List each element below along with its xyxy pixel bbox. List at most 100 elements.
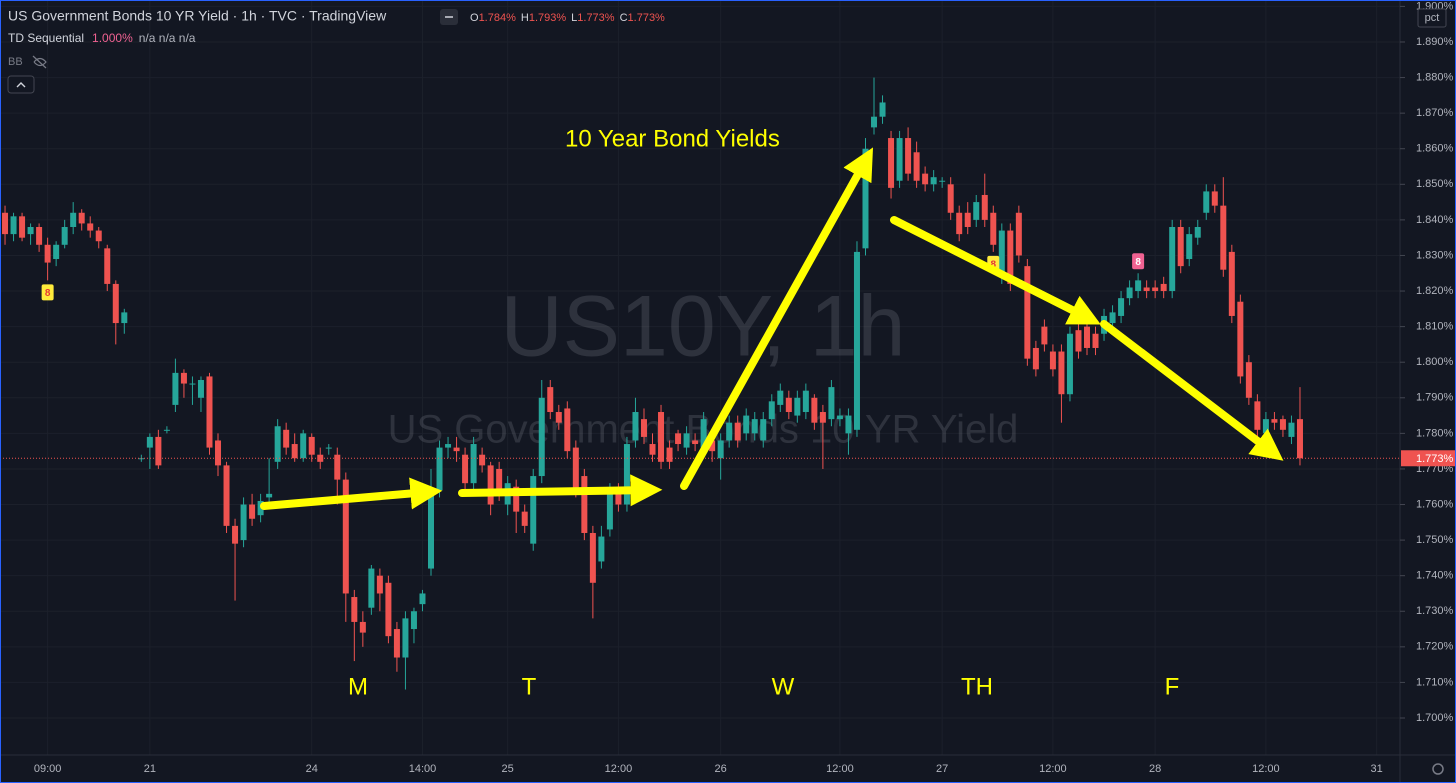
settings-icon[interactable] <box>1432 763 1444 775</box>
candle-body <box>393 629 400 658</box>
ohlc-letter: O <box>470 12 479 24</box>
candle-body <box>189 383 196 385</box>
y-tick-label: 1.710% <box>1416 676 1454 688</box>
x-tick-label: 12:00 <box>1252 763 1280 775</box>
candle-body <box>1237 301 1244 377</box>
candle-body <box>1152 287 1159 292</box>
ohlc-letter: H <box>521 12 529 24</box>
x-tick-label: 12:00 <box>1039 763 1067 775</box>
y-tick-label: 1.800% <box>1416 356 1454 368</box>
candle-body <box>1049 351 1056 370</box>
candle-body <box>615 490 622 505</box>
x-tick-label: 27 <box>936 763 948 775</box>
bb-legend: BB <box>8 56 23 68</box>
candle-body <box>172 372 179 405</box>
y-tick-label: 1.780% <box>1416 427 1454 439</box>
indicator-param: n/a n/a n/a <box>139 31 196 45</box>
candle-body <box>1015 212 1022 256</box>
candle-body <box>368 568 375 608</box>
indicator-legend: TD Sequential 1.000% n/a n/a n/a <box>8 31 196 45</box>
candle-body <box>692 440 699 445</box>
candle-body <box>385 582 392 637</box>
y-tick-label: 1.810% <box>1416 321 1454 333</box>
candle-body <box>973 202 980 220</box>
candle-body <box>453 447 460 452</box>
y-tick-label: 1.700% <box>1416 712 1454 724</box>
candle-body <box>1211 191 1218 206</box>
ohlc-value: 1.773% <box>577 12 615 24</box>
y-tick-label: 1.740% <box>1416 570 1454 582</box>
candle-body <box>768 401 775 420</box>
candle-body <box>44 244 51 263</box>
candle-body <box>598 536 605 562</box>
candle-body <box>547 387 554 413</box>
candle-body <box>376 575 383 594</box>
candle-body <box>1092 333 1099 348</box>
annotation-title: 10 Year Bond Yields <box>565 125 780 152</box>
y-tick-label: 1.760% <box>1416 498 1454 510</box>
candle-body <box>726 422 733 441</box>
td-badge <box>1132 253 1145 270</box>
candle-body <box>419 593 426 605</box>
candle-body <box>121 312 128 324</box>
candle-body <box>1228 251 1235 316</box>
indicator-param: 1.000% <box>92 31 133 45</box>
candle-body <box>104 248 111 284</box>
candle-body <box>359 621 366 633</box>
candle-body <box>2 212 9 235</box>
axes: 1.700% 1.710% 1.720% 1.730% 1.740% 1.750% 1.76… <box>34 0 1455 775</box>
candle-body <box>223 465 230 526</box>
candle-body <box>939 180 946 182</box>
y-tick-label: 1.790% <box>1416 392 1454 404</box>
day-label: F <box>1165 673 1180 700</box>
candle-body <box>266 493 273 498</box>
candle-body <box>283 429 290 448</box>
candle-body <box>913 152 920 181</box>
visibility-icon[interactable] <box>32 55 47 69</box>
candle-body <box>249 504 256 519</box>
arrow <box>890 216 1101 325</box>
candle-body <box>215 440 222 466</box>
candle-body <box>1058 351 1065 395</box>
candle-body <box>828 387 835 420</box>
day-label: TH <box>961 673 993 700</box>
td-badge <box>41 284 54 301</box>
x-tick-label: 09:00 <box>34 763 62 775</box>
candle-body <box>342 479 349 594</box>
candle-body <box>462 454 469 484</box>
candle-body <box>538 397 545 477</box>
y-tick-label: 1.880% <box>1416 71 1454 83</box>
candle-body <box>427 490 434 569</box>
candle-body <box>487 465 494 505</box>
y-tick-label: 1.720% <box>1416 641 1454 653</box>
candle-body <box>146 436 153 448</box>
candle-body <box>1262 419 1269 434</box>
candle-body <box>19 216 26 238</box>
candle-body <box>87 223 94 231</box>
candle-body <box>794 397 801 416</box>
td-label: 8 <box>991 260 997 271</box>
candle-body <box>402 618 409 658</box>
unit-button-label[interactable]: pct <box>1425 12 1440 24</box>
indicator-name: TD Sequential <box>8 31 84 45</box>
candle-body <box>479 454 486 466</box>
y-tick-label: 1.820% <box>1416 285 1454 297</box>
candle-body <box>53 244 60 260</box>
candle-body <box>623 444 630 505</box>
candle-body <box>811 397 818 423</box>
candle-body <box>1254 401 1261 430</box>
collapse-button[interactable] <box>7 75 35 94</box>
y-tick-label: 1.890% <box>1416 36 1454 48</box>
y-tick-label: 1.730% <box>1416 605 1454 617</box>
candle-body <box>871 116 878 128</box>
candle-body <box>1032 347 1039 370</box>
candle-body <box>1066 333 1073 395</box>
ohlc-value: 1.773% <box>628 12 666 24</box>
arrow <box>260 477 443 510</box>
candle-body <box>291 444 298 459</box>
candle-body <box>1075 330 1082 352</box>
symbol-title: US Government Bonds 10 YR Yield · 1h · T… <box>8 8 387 24</box>
candle-body <box>1296 419 1303 459</box>
unit-button[interactable] <box>1417 8 1447 28</box>
